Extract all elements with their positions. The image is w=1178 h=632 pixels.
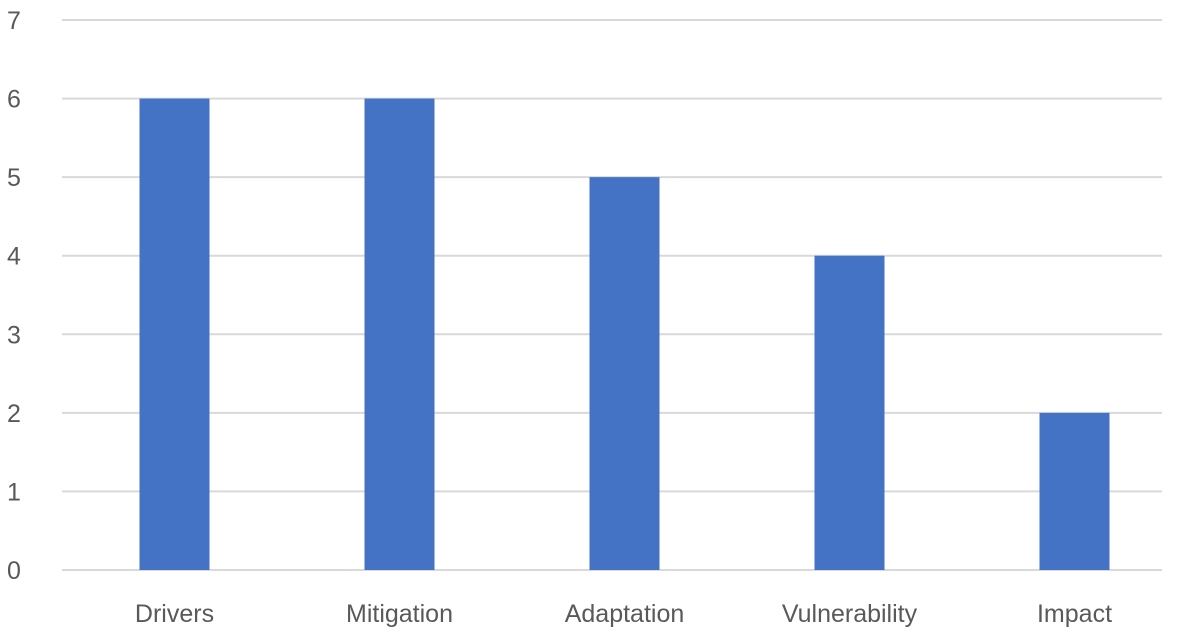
bar-vulnerability	[815, 256, 885, 570]
x-category-label: Vulnerability	[782, 600, 918, 628]
y-tick-label: 6	[7, 86, 21, 114]
y-tick-label: 5	[7, 164, 21, 192]
y-tick-label: 3	[7, 321, 21, 349]
x-category-label: Impact	[1037, 600, 1112, 628]
y-tick-label: 7	[7, 7, 21, 35]
y-tick-label: 4	[7, 243, 21, 271]
bar-impact	[1040, 413, 1110, 570]
y-axis-tick-labels: 0 1 2 3 4 5 6 7	[7, 7, 21, 585]
y-tick-label: 1	[7, 478, 21, 506]
bar-mitigation	[365, 99, 435, 570]
x-category-label: Mitigation	[346, 600, 453, 628]
bar-drivers	[140, 99, 210, 570]
bar-adaptation	[590, 177, 660, 570]
x-category-label: Drivers	[135, 600, 214, 628]
x-category-label: Adaptation	[565, 600, 685, 628]
x-axis-category-labels: Drivers Mitigation Adaptation Vulnerability…	[135, 600, 1112, 628]
y-tick-label: 0	[7, 557, 21, 585]
y-tick-label: 2	[7, 400, 21, 428]
